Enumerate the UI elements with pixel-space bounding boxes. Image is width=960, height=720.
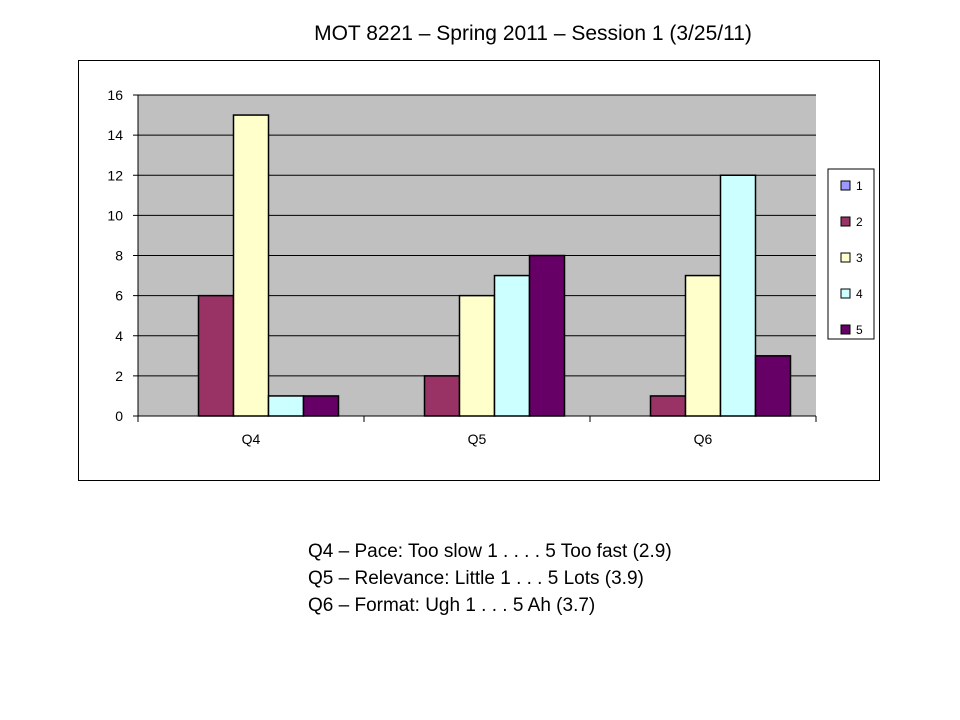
note-q6: Q6 – Format: Ugh 1 . . . 5 Ah (3.7)	[308, 595, 596, 616]
bar-q6-series-4	[719, 174, 757, 417]
note-q5: Q5 – Relevance: Little 1 . . . 5 Lots (3…	[308, 568, 644, 589]
legend-label-3: 3	[856, 251, 863, 265]
bar-q5-series-5	[528, 254, 566, 417]
bar-q4-series-2	[197, 294, 235, 417]
bar-q5-series-3	[458, 294, 496, 417]
chart-frame: 0 2 4 6 8 10 12 14 16 Q4 Q5 Q6 1 2 3 4 5	[78, 60, 880, 481]
bar-q4-series-4	[267, 395, 305, 417]
question-notes: Q4 – Pace: Too slow 1 . . . . 5 Too fast…	[308, 538, 672, 619]
bar-q5-series-2	[423, 375, 461, 417]
legend-box	[827, 168, 875, 340]
y-tick-label: 6	[115, 288, 123, 304]
legend-label-4: 4	[856, 287, 863, 301]
bar-q6-series-5	[754, 355, 792, 417]
x-tick-label: Q4	[242, 431, 261, 447]
bar-q4-series-5	[302, 395, 340, 417]
bar-q5-series-4	[493, 274, 531, 417]
x-tick-label: Q5	[468, 431, 487, 447]
legend-swatch-1	[840, 180, 851, 191]
y-tick-label: 0	[115, 408, 123, 424]
y-tick-label: 8	[115, 248, 123, 264]
y-tick-label: 14	[107, 127, 123, 143]
legend-swatch-4	[840, 288, 851, 299]
legend-swatch-2	[840, 216, 851, 227]
y-tick-label: 16	[107, 87, 123, 103]
y-tick-label: 10	[107, 207, 123, 223]
y-tick-label: 2	[115, 368, 123, 384]
note-q4: Q4 – Pace: Too slow 1 . . . . 5 Too fast…	[308, 541, 672, 562]
x-tick-label: Q6	[694, 431, 713, 447]
legend-label-2: 2	[856, 215, 863, 229]
legend-swatch-3	[840, 252, 851, 263]
y-tick-label: 4	[115, 328, 123, 344]
legend-swatch-5	[840, 324, 851, 335]
y-tick-label: 12	[107, 167, 123, 183]
slide-title: MOT 8221 – Spring 2011 – Session 1 (3/25…	[314, 22, 752, 45]
legend-label-1: 1	[856, 179, 863, 193]
bar-q6-series-3	[684, 274, 722, 417]
bar-q6-series-2	[649, 395, 687, 417]
bar-q4-series-3	[232, 114, 270, 417]
legend-label-5: 5	[856, 323, 863, 337]
